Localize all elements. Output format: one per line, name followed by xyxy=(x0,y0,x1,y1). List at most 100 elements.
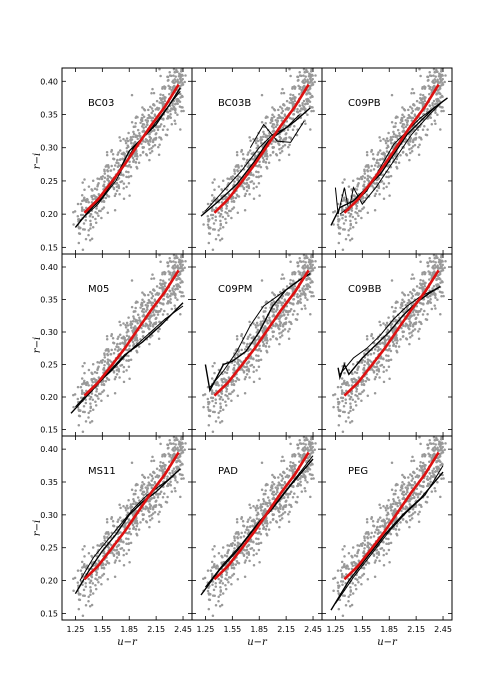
data-point xyxy=(94,221,98,225)
data-point xyxy=(356,394,359,398)
data-point xyxy=(179,256,183,259)
data-point xyxy=(370,360,373,364)
data-point xyxy=(104,196,108,200)
data-point xyxy=(221,381,225,384)
data-point xyxy=(382,380,386,384)
data-point xyxy=(181,77,184,81)
y-tick-label: 0.15 xyxy=(40,609,58,618)
data-point xyxy=(339,213,343,217)
data-point xyxy=(122,380,126,384)
data-point xyxy=(177,75,181,78)
data-point xyxy=(373,392,377,395)
data-point xyxy=(160,101,163,105)
data-point xyxy=(285,310,289,313)
data-point xyxy=(176,264,179,267)
data-point xyxy=(154,322,157,326)
data-point xyxy=(437,267,440,271)
data-point xyxy=(221,398,225,402)
data-point xyxy=(299,109,302,113)
data-point xyxy=(293,270,296,274)
data-point xyxy=(81,228,85,231)
data-point xyxy=(437,81,440,85)
model-track xyxy=(79,474,175,581)
data-point xyxy=(436,113,439,116)
data-point xyxy=(77,424,81,427)
data-point xyxy=(361,207,364,211)
data-point xyxy=(348,421,352,424)
data-point xyxy=(247,370,251,373)
data-point xyxy=(150,119,154,122)
data-point xyxy=(153,482,157,485)
y-tick-label: 0.35 xyxy=(40,296,58,305)
data-point xyxy=(153,299,157,303)
data-point xyxy=(150,483,153,487)
data-point xyxy=(280,92,283,95)
data-point xyxy=(375,178,379,182)
data-point xyxy=(225,573,228,577)
data-point xyxy=(224,197,227,201)
data-point xyxy=(288,254,291,257)
data-point xyxy=(287,309,291,313)
data-point xyxy=(146,119,150,123)
data-point xyxy=(363,180,366,183)
data-point xyxy=(419,93,422,96)
data-point xyxy=(337,232,341,235)
data-point xyxy=(299,301,303,304)
data-point xyxy=(299,297,302,301)
data-point xyxy=(264,344,268,348)
data-point xyxy=(295,318,299,321)
data-point xyxy=(148,147,151,151)
data-point xyxy=(431,101,434,105)
data-point xyxy=(286,313,290,316)
data-point xyxy=(225,387,229,391)
data-point xyxy=(333,263,336,266)
data-point xyxy=(211,399,214,403)
data-point xyxy=(279,105,282,109)
data-point xyxy=(411,109,415,113)
data-point xyxy=(285,304,289,308)
data-point xyxy=(152,288,155,292)
data-point xyxy=(241,152,245,156)
data-point xyxy=(293,85,296,88)
data-point xyxy=(392,315,395,318)
data-point xyxy=(209,396,213,400)
data-point xyxy=(155,492,159,496)
data-point xyxy=(274,310,278,313)
data-point xyxy=(293,467,297,470)
data-point xyxy=(307,75,311,78)
data-point xyxy=(207,402,210,406)
data-point xyxy=(165,501,169,504)
data-point xyxy=(155,304,159,308)
data-point xyxy=(411,329,415,332)
data-point xyxy=(411,87,414,91)
data-point xyxy=(235,150,239,154)
data-point xyxy=(248,516,252,519)
data-point xyxy=(272,115,276,118)
data-point xyxy=(377,186,381,190)
data-point xyxy=(173,109,177,112)
data-point xyxy=(127,365,131,369)
data-point xyxy=(243,194,247,198)
data-point xyxy=(94,564,97,567)
data-point xyxy=(218,605,222,608)
data-point xyxy=(306,113,309,116)
data-point xyxy=(265,167,269,170)
data-point xyxy=(83,555,86,558)
data-point xyxy=(214,420,218,423)
data-point xyxy=(362,183,366,186)
data-point xyxy=(291,94,295,97)
data-point xyxy=(247,164,251,168)
data-point xyxy=(91,179,95,182)
data-point xyxy=(356,185,359,188)
data-point xyxy=(410,150,414,153)
data-point xyxy=(91,363,95,366)
data-point xyxy=(441,260,444,263)
data-point xyxy=(248,192,251,196)
data-point xyxy=(217,233,220,237)
data-point xyxy=(138,134,141,137)
data-point xyxy=(435,277,439,281)
data-point xyxy=(274,303,278,307)
data-point xyxy=(119,139,122,142)
data-point xyxy=(150,92,153,95)
data-point xyxy=(158,143,161,146)
